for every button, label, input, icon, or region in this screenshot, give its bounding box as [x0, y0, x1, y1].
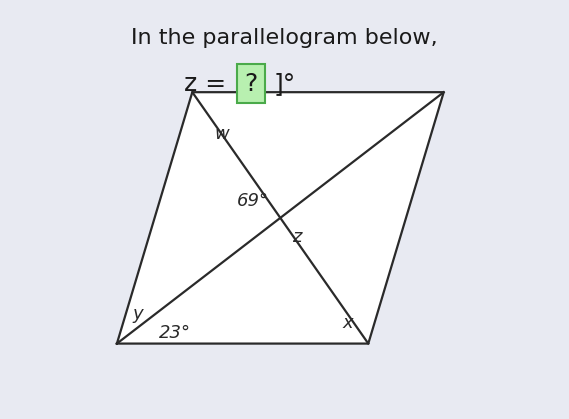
Text: In the parallelogram below,: In the parallelogram below,	[131, 28, 438, 48]
Text: x: x	[342, 314, 353, 331]
Text: y: y	[133, 305, 143, 323]
Text: ?: ?	[244, 72, 258, 96]
Text: 69°: 69°	[237, 192, 269, 210]
Polygon shape	[117, 92, 444, 344]
Text: z: z	[292, 228, 302, 246]
Text: z =: z =	[184, 72, 234, 96]
Text: ]°: ]°	[274, 72, 296, 96]
Text: w: w	[215, 125, 229, 143]
Text: 23°: 23°	[159, 324, 191, 342]
